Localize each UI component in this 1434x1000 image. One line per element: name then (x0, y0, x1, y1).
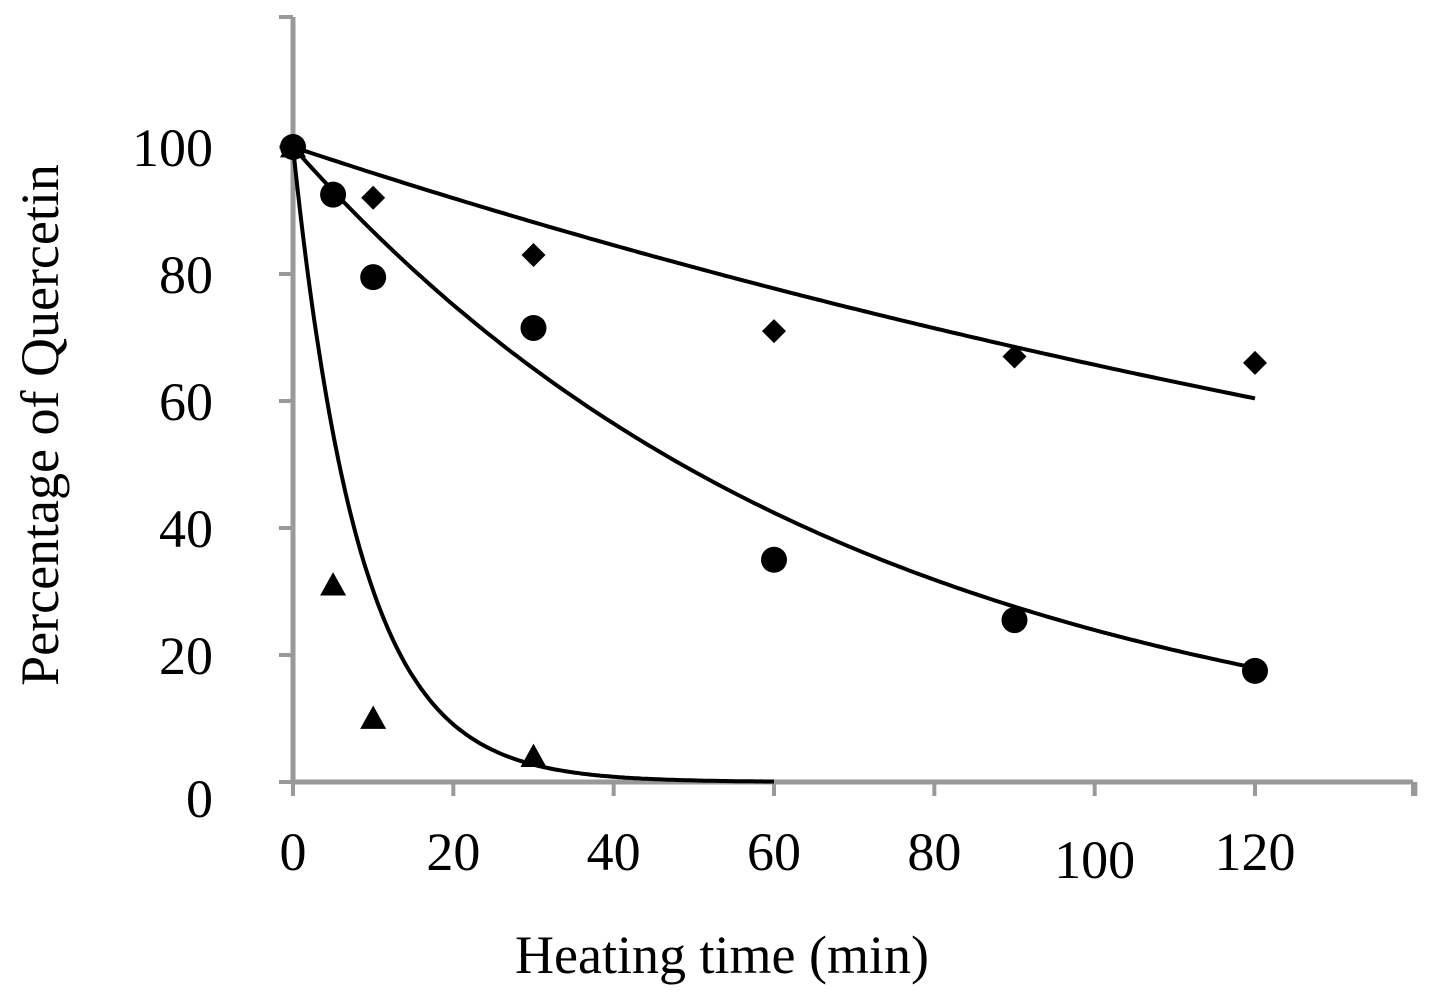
fit-curve-triangle (291, 146, 774, 784)
y-tick-label: 80 (159, 245, 213, 305)
y-tick-label: 20 (159, 626, 213, 686)
y-tick-label: 100 (132, 118, 213, 178)
x-tick-label: 80 (907, 822, 961, 882)
data-points (280, 134, 1268, 767)
x-tick-label: 120 (1215, 822, 1296, 882)
x-axis-title: Heating time (min) (515, 925, 929, 985)
data-point-diamond (1002, 344, 1027, 369)
data-point-diamond (1243, 350, 1267, 375)
data-point-circle (360, 264, 387, 291)
x-tick-label: 0 (280, 822, 307, 882)
x-tick-label: 40 (587, 822, 641, 882)
data-point-triangle (320, 572, 347, 596)
y-tick-label: 0 (186, 769, 213, 829)
y-tick-label: 40 (159, 499, 213, 559)
fit-curves (291, 145, 1256, 784)
data-point-circle (320, 181, 347, 208)
data-point-triangle (280, 134, 306, 158)
x-tick-label: 20 (426, 822, 480, 882)
x-tick-label: 60 (747, 822, 801, 882)
data-point-triangle (360, 705, 387, 729)
data-point-triangle (520, 743, 547, 767)
fit-curve-diamond (292, 145, 1256, 401)
y-axis-title: Percentage of Quercetin (10, 164, 70, 686)
ticks: 0 20 40 60 80 100 120 0 20 40 60 80 100 (132, 15, 1418, 890)
data-point-circle (1242, 657, 1268, 684)
fit-curve-circle (291, 145, 1256, 670)
data-point-circle (1001, 607, 1028, 634)
data-point-circle (520, 314, 547, 341)
data-point-diamond (762, 319, 786, 344)
data-point-diamond (361, 185, 386, 210)
y-tick-label: 60 (159, 372, 213, 432)
data-point-diamond (521, 242, 546, 267)
data-point-circle (761, 546, 787, 573)
x-tick-label: 100 (1054, 830, 1135, 890)
